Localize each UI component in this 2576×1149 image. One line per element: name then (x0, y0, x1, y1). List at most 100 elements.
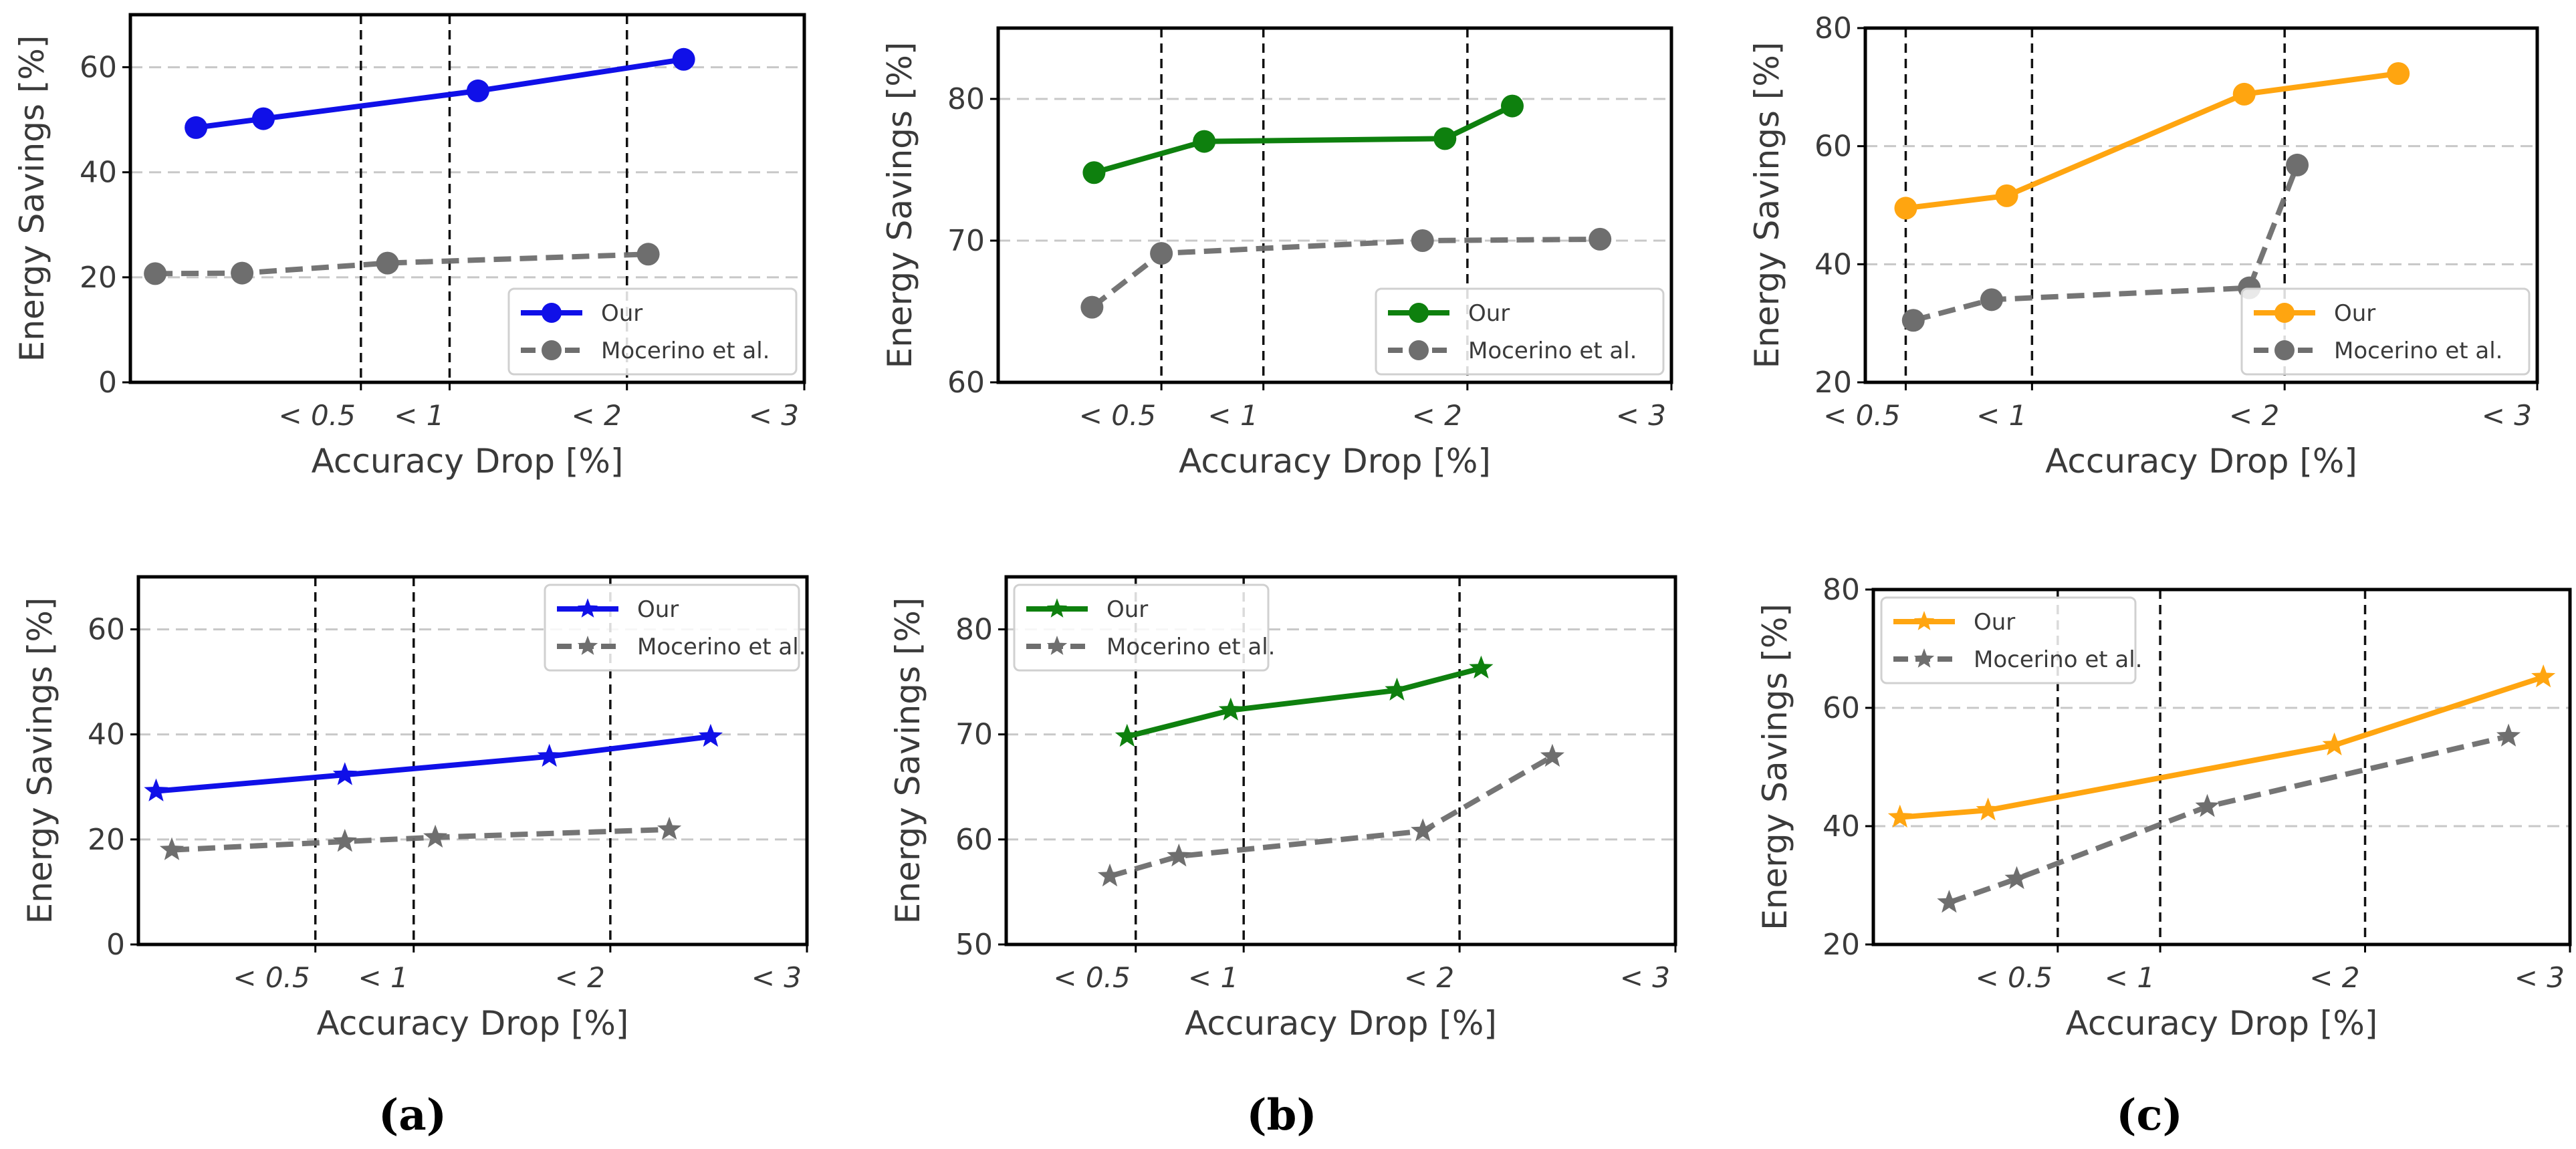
data-point-mocerino (159, 837, 185, 860)
data-point-mocerino (2195, 793, 2220, 817)
legend-swatch-marker (1046, 636, 1068, 655)
chart-b-top: 60 70 80 < 0.5 < 1 < 2 < 3 Accuracy Drop [%] Ene… (881, 26, 1673, 481)
legend-swatch-marker (2274, 303, 2295, 323)
legend-label: Our (601, 300, 642, 327)
series-line-our (156, 733, 711, 794)
data-point-our (672, 47, 695, 71)
legend: Our Mocerino et al. (1880, 596, 2142, 684)
legend-swatch-marker (2274, 340, 2295, 360)
x-axis-title: Accuracy Drop [%] (312, 442, 624, 481)
data-point-our (185, 116, 208, 139)
series-line-mocerino (1912, 164, 2300, 324)
y-tick-label: 50 (955, 928, 993, 962)
x-axis-title: Accuracy Drop [%] (1179, 442, 1491, 481)
data-point-our (1995, 184, 2018, 207)
y-tick-label: 80 (947, 82, 985, 116)
series-line-our (1093, 104, 1514, 176)
x-tick-label: < 2 (1412, 399, 1462, 432)
chart-a-bottom: 0 20 40 60 < 0.5 < 1 < 2 < 3 Accuracy Drop [%] En… (21, 575, 809, 1043)
x-tick-label: < 3 (1620, 961, 1670, 994)
data-point-mocerino (2286, 153, 2309, 176)
data-point-our (1500, 94, 1524, 118)
x-tick-label: < 3 (749, 399, 799, 432)
data-point-mocerino (2004, 866, 2029, 890)
legend-swatch-marker (1913, 648, 1935, 668)
plot-frame (996, 26, 1673, 384)
y-axis-title: Energy Savings [%] (1748, 42, 1786, 369)
caption-b: (b) (1246, 1090, 1316, 1140)
series-line-mocerino (171, 826, 670, 853)
data-point-our (537, 743, 562, 767)
plot-frame (128, 13, 806, 384)
data-point-mocerino (657, 816, 682, 840)
y-axis-title: Energy Savings [%] (889, 598, 927, 924)
legend-label: Our (1974, 609, 2015, 636)
data-point-mocerino (1937, 890, 1962, 913)
series-line-mocerino (1108, 754, 1554, 879)
y-tick-label: 70 (955, 718, 993, 752)
legend: Our Mocerino et al. (544, 584, 806, 672)
series-line-mocerino (1090, 236, 1601, 309)
legend-label: Mocerino et al. (2334, 338, 2502, 364)
data-point-our (2531, 664, 2556, 688)
y-tick-label: 20 (80, 261, 117, 295)
data-point-our (1115, 723, 1139, 747)
legend-label: Our (2334, 300, 2375, 327)
x-tick-label: < 0.5 (233, 961, 310, 994)
y-tick-label: 40 (88, 718, 125, 752)
x-tick-label: < 2 (2229, 399, 2279, 432)
x-tick-label: < 0.5 (278, 399, 355, 432)
data-point-mocerino (1080, 295, 1104, 319)
data-point-mocerino (1901, 309, 1925, 332)
legend-label: Mocerino et al. (637, 634, 806, 660)
x-tick-label: < 1 (1976, 399, 2026, 432)
legend: Our Mocerino et al. (507, 287, 798, 376)
legend-label: Mocerino et al. (601, 338, 770, 364)
y-tick-label: 60 (1823, 691, 1860, 725)
legend-label: Mocerino et al. (1974, 646, 2142, 673)
data-point-our (1193, 130, 1216, 153)
x-tick-label: < 3 (1616, 399, 1666, 432)
data-point-mocerino (636, 243, 660, 266)
data-point-mocerino (1411, 229, 1434, 252)
legend-label: Our (1106, 596, 1148, 623)
data-point-our (332, 762, 357, 785)
data-point-mocerino (1540, 743, 1564, 767)
y-tick-label: 0 (106, 928, 125, 962)
y-tick-label: 60 (955, 823, 993, 857)
y-tick-label: 60 (80, 51, 117, 85)
plot-frame (1871, 588, 2572, 946)
data-point-our (1385, 677, 1409, 701)
x-tick-label: < 2 (555, 961, 605, 994)
series-line-our (1905, 71, 2399, 211)
data-point-mocerino (376, 251, 399, 275)
x-axis-title: Accuracy Drop [%] (317, 1004, 629, 1043)
data-point-our (1976, 797, 2000, 821)
x-tick-label: < 1 (394, 399, 444, 432)
data-point-mocerino (1589, 227, 1612, 251)
y-tick-label: 70 (947, 224, 985, 258)
data-point-our (1082, 161, 1106, 184)
legend-swatch-marker (577, 636, 598, 655)
x-tick-label: < 3 (751, 961, 802, 994)
data-point-our (2232, 82, 2256, 106)
x-axis-title: Accuracy Drop [%] (2066, 1004, 2378, 1043)
data-point-mocerino (2496, 723, 2521, 747)
series-line-our (1899, 674, 2545, 820)
legend-swatch-marker (1913, 611, 1935, 630)
series-line-our (195, 56, 685, 130)
legend: Our Mocerino et al. (1013, 584, 1275, 672)
x-tick-label: < 1 (358, 961, 408, 994)
plot-frame (1863, 26, 2539, 384)
x-axis-title: Accuracy Drop [%] (2045, 442, 2357, 481)
x-tick-label: < 0.5 (1053, 961, 1130, 994)
y-tick-label: 60 (88, 613, 125, 647)
chart-b-bottom: 50 60 70 80 < 0.5 < 1 < 2 < 3 Accuracy Drop [%] E… (889, 575, 1677, 1043)
y-tick-label: 20 (88, 823, 125, 857)
x-tick-label: < 0.5 (1079, 399, 1156, 432)
y-axis-title: Energy Savings [%] (1756, 604, 1794, 930)
data-point-mocerino (1150, 242, 1173, 265)
y-tick-label: 80 (1823, 573, 1860, 607)
y-tick-label: 60 (947, 366, 985, 400)
